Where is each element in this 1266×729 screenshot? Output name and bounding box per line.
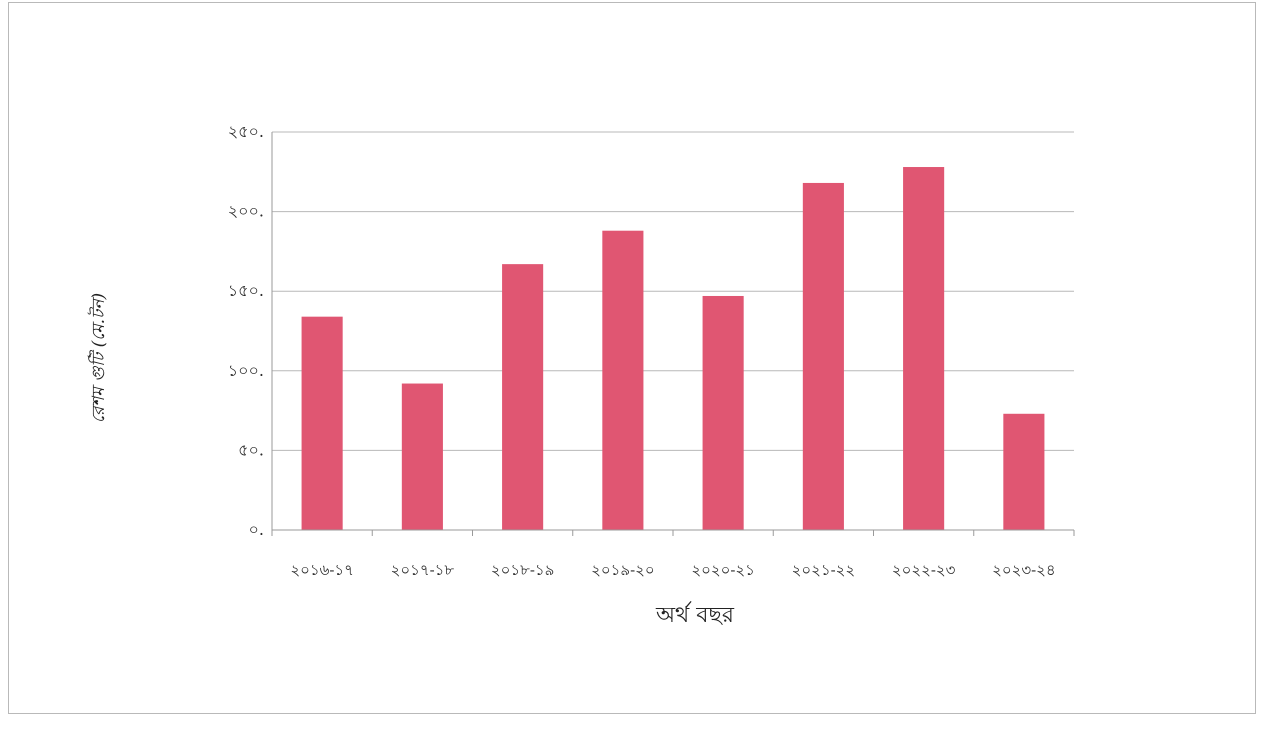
bar: [301, 316, 343, 530]
bar: [502, 264, 544, 530]
x-tick-label: ২০১৮-১৯: [491, 561, 555, 579]
bar: [702, 295, 744, 530]
bar: [903, 167, 945, 531]
x-tick-label: ২০২৩-২৪: [992, 561, 1056, 579]
axes: [271, 132, 1075, 536]
x-tick-label: ২০২০-২১: [691, 561, 755, 579]
bar: [1003, 413, 1045, 530]
y-tick-labels: ০. ৫০. ১০০. ১৫০. ২০০. ২৫০.: [228, 122, 264, 539]
y-tick-label: ১০০.: [228, 361, 264, 380]
x-tick-label: ২০১৬-১৭: [290, 561, 354, 579]
x-tick-label: ২০১৯-২০: [591, 561, 655, 579]
y-tick-label: ২৫০.: [228, 122, 264, 141]
x-axis-title: অর্থ বছর: [655, 601, 735, 628]
x-tick-label: ২০২২-২৩: [892, 561, 956, 579]
x-tick-label: ২০২১-২২: [792, 561, 856, 579]
y-tick-label: ৫০.: [238, 440, 264, 459]
y-axis-title: রেশম গুটি (মে.টন): [87, 293, 109, 423]
bar: [802, 182, 844, 530]
bar: [401, 383, 443, 530]
x-tick-labels: ২০১৬-১৭ ২০১৭-১৮ ২০১৮-১৯ ২০১৯-২০ ২০২০-২১ ২০২১-…: [290, 561, 1055, 579]
bar: [602, 230, 644, 531]
y-tick-label: ১৫০.: [228, 281, 264, 300]
x-tick-label: ২০১৭-১৮: [391, 561, 455, 579]
gridlines: [272, 131, 1074, 451]
bars: [301, 167, 1045, 531]
y-tick-label: ০.: [249, 520, 265, 539]
y-tick-label: ২০০.: [228, 202, 264, 221]
